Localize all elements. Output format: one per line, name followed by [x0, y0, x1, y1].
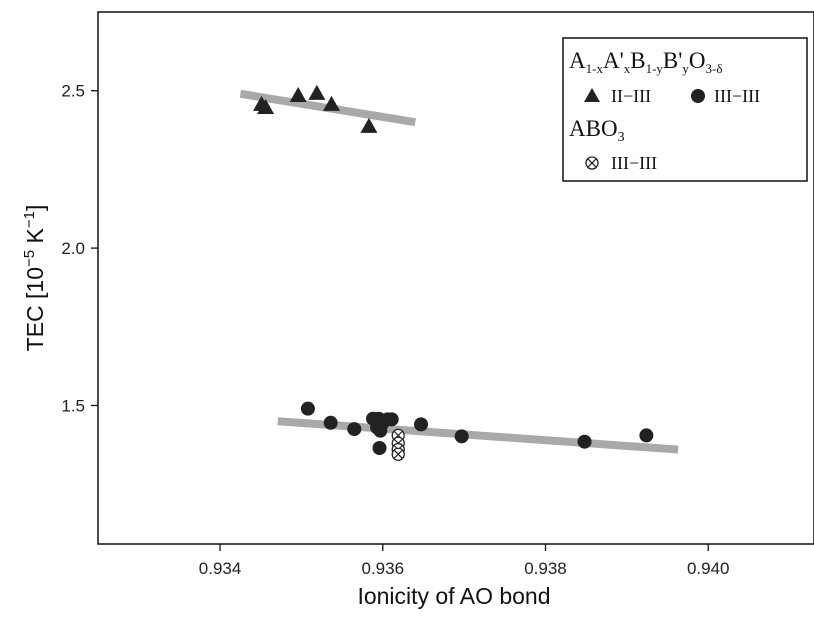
y-axis-title: TEC [10−5 K−1] — [21, 205, 48, 352]
circle-point — [577, 434, 592, 449]
legend-circle-marker — [691, 89, 705, 103]
legend-entry-otimes: III−III — [611, 153, 657, 173]
legend-triangle-marker — [584, 88, 600, 102]
circle-point — [372, 440, 387, 455]
legend-title-B2: B' — [663, 48, 683, 73]
legend-title-sub5: 3-δ — [706, 61, 723, 76]
circle-point — [414, 417, 429, 432]
circle-point — [375, 415, 390, 430]
legend-group2-title: ABO3 — [569, 116, 625, 145]
legend-entry-circle: III−III — [714, 86, 760, 106]
legend-title-B: B — [630, 48, 645, 73]
otimes-point — [391, 447, 405, 461]
triangle-point — [360, 117, 378, 133]
y-axis-title-base: TEC [10 — [22, 267, 48, 351]
x-axis-title: Ionicity of AO bond — [357, 583, 550, 609]
y-tick-label: 2.5 — [61, 82, 85, 101]
y-axis-title-exp2: −1 — [21, 211, 38, 228]
circle-point — [323, 415, 338, 430]
triangle-point — [257, 99, 275, 115]
legend-box — [562, 37, 808, 182]
y-tick-label: 1.5 — [61, 396, 85, 415]
legend-title-sub3: 1-y — [646, 61, 664, 76]
circle-point — [639, 428, 654, 443]
legend-abo-base: ABO — [569, 116, 618, 141]
legend-title-A2: A' — [603, 48, 624, 73]
legend-group1-title: A1-xA'xB1-yB'yO3-δ — [569, 48, 723, 76]
legend-title-sub4: y — [682, 61, 689, 76]
legend-entry-triangle: II−III — [611, 86, 651, 106]
x-tick-label: 0.934 — [199, 559, 242, 578]
plot-frame — [97, 11, 814, 545]
triangle-point — [289, 87, 307, 103]
triangle-point — [308, 84, 326, 100]
data-markers — [253, 84, 654, 461]
legend-title-sub2: x — [624, 61, 631, 76]
legend-title-sub1: 1-x — [586, 61, 604, 76]
x-tick-label: 0.936 — [361, 559, 404, 578]
x-axis-ticks: 0.934 0.936 0.938 0.940 — [199, 544, 730, 578]
y-tick-label: 2.0 — [61, 239, 85, 258]
trend-line-2 — [277, 417, 679, 454]
y-axis-title-end: ] — [22, 205, 48, 211]
legend-otimes-marker — [585, 156, 599, 170]
circle-point — [454, 429, 469, 444]
circle-point — [300, 401, 315, 416]
legend: A1-xA'xB1-yB'yO3-δ II−III III−III ABO3 I… — [562, 37, 808, 182]
x-tick-label: 0.938 — [524, 559, 567, 578]
x-tick-label: 0.940 — [687, 559, 730, 578]
y-axis-ticks: 1.5 2.0 2.5 — [61, 82, 98, 415]
legend-abo-sub: 3 — [618, 130, 625, 145]
triangle-point — [323, 95, 341, 111]
legend-title-A: A — [569, 48, 586, 73]
y-axis-title-exp1: −5 — [21, 250, 38, 267]
legend-title-O: O — [689, 48, 706, 73]
y-axis-title-mid: K — [22, 227, 48, 249]
circle-point — [347, 422, 362, 437]
